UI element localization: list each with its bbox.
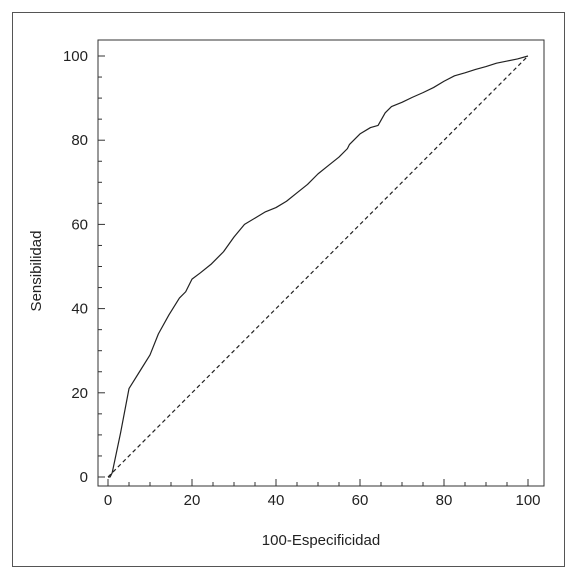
y-tick-label: 80 — [71, 132, 88, 149]
y-axis-title: Sensibilidad — [28, 231, 45, 312]
chart-frame — [12, 12, 565, 567]
x-tick-label: 20 — [184, 492, 201, 509]
x-tick-label: 100 — [515, 492, 540, 509]
x-tick-label: 60 — [352, 492, 369, 509]
y-tick-label: 100 — [63, 48, 88, 65]
plot-area-border — [97, 39, 545, 487]
x-axis-title: 100-Especificidad — [262, 532, 380, 549]
x-tick-label: 40 — [268, 492, 285, 509]
x-tick-label: 80 — [436, 492, 453, 509]
y-tick-label: 0 — [80, 469, 88, 486]
x-tick-label: 0 — [104, 492, 112, 509]
y-tick-label: 60 — [71, 216, 88, 233]
reference-diagonal-line — [107, 55, 529, 478]
y-tick-label: 40 — [71, 301, 88, 318]
roc-curve-line — [108, 55, 529, 478]
y-tick-label: 20 — [71, 385, 88, 402]
